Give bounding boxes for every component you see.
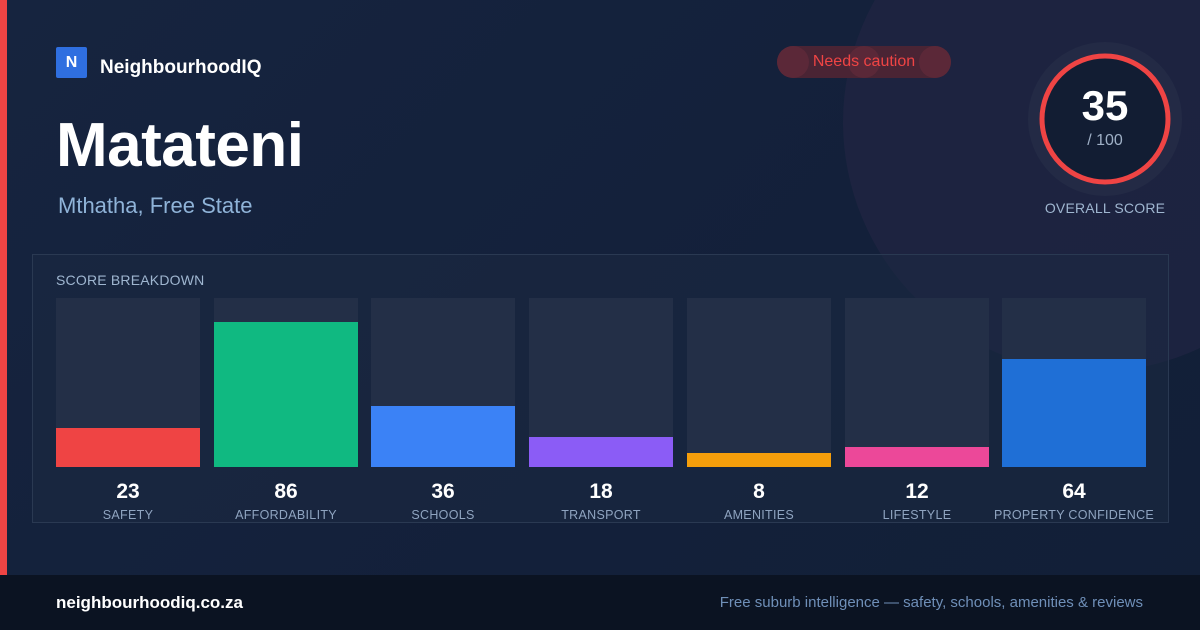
bar-value: 36 — [431, 480, 455, 503]
bar-track — [214, 298, 358, 467]
bar-label: SAFETY — [102, 508, 154, 522]
bar-track — [845, 298, 989, 467]
footer-url: neighbourhoodiq.co.za — [56, 593, 243, 612]
overall-score-max: / 100 — [1087, 132, 1123, 149]
bar-value: 12 — [905, 480, 929, 503]
suburb-name: Matateni — [56, 111, 304, 180]
footer — [0, 575, 1200, 630]
bar-label: LIFESTYLE — [882, 508, 952, 522]
bar-value: 18 — [589, 480, 613, 503]
bar-track — [529, 298, 673, 467]
bar-value: 64 — [1062, 480, 1086, 503]
bar-fill — [529, 437, 673, 467]
status-badge-cap-left — [777, 46, 809, 78]
bar-track — [56, 298, 200, 467]
status-badge: Needs caution — [777, 46, 951, 78]
brand: N NeighbourhoodIQ — [56, 46, 261, 79]
bar-fill — [1002, 359, 1146, 467]
footer-tagline: Free suburb intelligence — safety, schoo… — [719, 594, 1143, 611]
brand-name: NeighbourhoodIQ — [100, 57, 262, 78]
bar-label: PROPERTY CONFIDENCE — [993, 508, 1155, 522]
status-badge-cap-right — [919, 46, 951, 78]
status-badge-label: Needs caution — [812, 53, 916, 70]
overall-score-value: 35 — [1081, 82, 1129, 129]
left-accent-bar — [0, 0, 7, 575]
suburb-location: Mthatha, Free State — [58, 193, 253, 218]
overall-score-caption: OVERALL SCORE — [1044, 200, 1166, 216]
bar-track — [687, 298, 831, 467]
brand-logo-icon: N — [56, 47, 87, 78]
bar-label: SCHOOLS — [411, 508, 475, 522]
score-ring-graphic — [1028, 42, 1182, 196]
score-ring-arc — [1039, 53, 1171, 185]
bar-value: 86 — [274, 480, 298, 503]
bar-value: 23 — [116, 480, 140, 503]
overall-score-ring: 35 / 100 — [1028, 42, 1182, 196]
bar-fill — [56, 428, 200, 467]
bar-value: 8 — [753, 480, 765, 503]
bar-label: AFFORDABILITY — [235, 508, 337, 522]
bar-fill — [845, 447, 989, 467]
bar-fill — [687, 453, 831, 467]
bar-track — [1002, 298, 1146, 467]
bar-label: TRANSPORT — [561, 508, 641, 522]
score-breakdown-title: SCORE BREAKDOWN — [56, 272, 205, 288]
bar-track — [371, 298, 515, 467]
bar-label: AMENITIES — [723, 508, 795, 522]
bar-fill — [214, 322, 358, 467]
bar-fill — [371, 406, 515, 467]
